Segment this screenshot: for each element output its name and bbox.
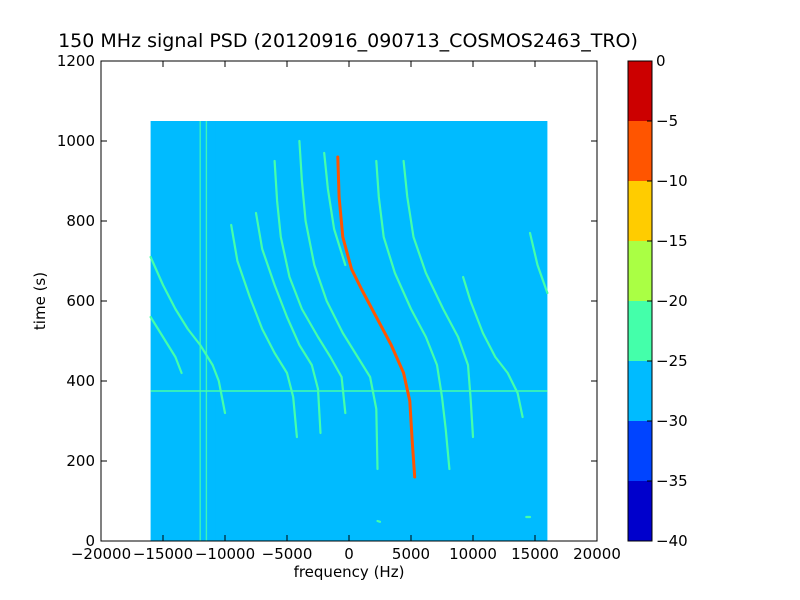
signal-trace [149, 255, 227, 415]
x-tick-label: −5000 [262, 545, 313, 563]
colorbar-tick-label: −30 [656, 412, 688, 430]
colorbar-tick-label: −5 [656, 112, 678, 130]
colorbar-tick-label: −10 [656, 172, 688, 190]
y-tick-label: 1200 [57, 52, 95, 70]
colorbar-tick-label: −35 [656, 472, 688, 490]
colorbar-band [628, 481, 652, 541]
x-tick-label: 0 [344, 545, 354, 563]
colorbar-tick-label: −15 [656, 232, 688, 250]
x-tick-label: −20000 [71, 545, 131, 563]
y-tick-label: 600 [66, 292, 95, 310]
colorbar-band [628, 121, 652, 181]
x-tick-label: 15000 [511, 545, 559, 563]
chart-title: 150 MHz signal PSD (20120916_090713_COSM… [58, 30, 638, 52]
y-tick-label: 1000 [57, 132, 95, 150]
signal-trace [376, 519, 382, 523]
x-axis: −20000 −15000 −10000 −5000 0 5000 10000 15000 20… [71, 61, 621, 563]
x-tick-label: 5000 [392, 545, 430, 563]
signal-trace [298, 139, 379, 471]
signal-trace [149, 315, 183, 375]
y-tick-label: 200 [66, 452, 95, 470]
x-tick-label: 10000 [449, 545, 497, 563]
colorbar-band [628, 241, 652, 301]
y-tick-label: 800 [66, 212, 95, 230]
signal-trace [402, 159, 475, 439]
colorbar-band [628, 181, 652, 241]
x-tick-label: −15000 [133, 545, 193, 563]
psd-background [150, 121, 548, 541]
x-tick-label: −10000 [195, 545, 255, 563]
signal-trace [230, 223, 298, 439]
heatmap [149, 121, 549, 541]
colorbar-band [628, 361, 652, 421]
signal-trace [462, 275, 524, 419]
colorbar: −40 −35 −30 −25 −20 −15 −10 −5 0 [627, 52, 688, 550]
colorbar-band [628, 61, 652, 121]
signal-trace [273, 159, 347, 415]
y-tick-label: 0 [85, 532, 95, 550]
signal-trace [375, 159, 451, 471]
colorbar-tick-label: −40 [656, 532, 688, 550]
x-axis-label: frequency (Hz) [294, 563, 405, 581]
colorbar-band [628, 301, 652, 361]
colorbar-band [628, 421, 652, 481]
y-axis-label: time (s) [31, 272, 49, 330]
colorbar-tick-label: 0 [656, 52, 666, 70]
x-tick-label: 20000 [573, 545, 621, 563]
y-tick-label: 400 [66, 372, 95, 390]
y-axis: 0 200 400 600 800 1000 1200 [57, 52, 597, 550]
signal-trace [323, 151, 347, 267]
colorbar-tick-label: −20 [656, 292, 688, 310]
signal-trace [528, 231, 549, 295]
signal-trace [254, 211, 322, 435]
colorbar-tick-label: −25 [656, 352, 688, 370]
signal-trace-core [337, 156, 416, 478]
